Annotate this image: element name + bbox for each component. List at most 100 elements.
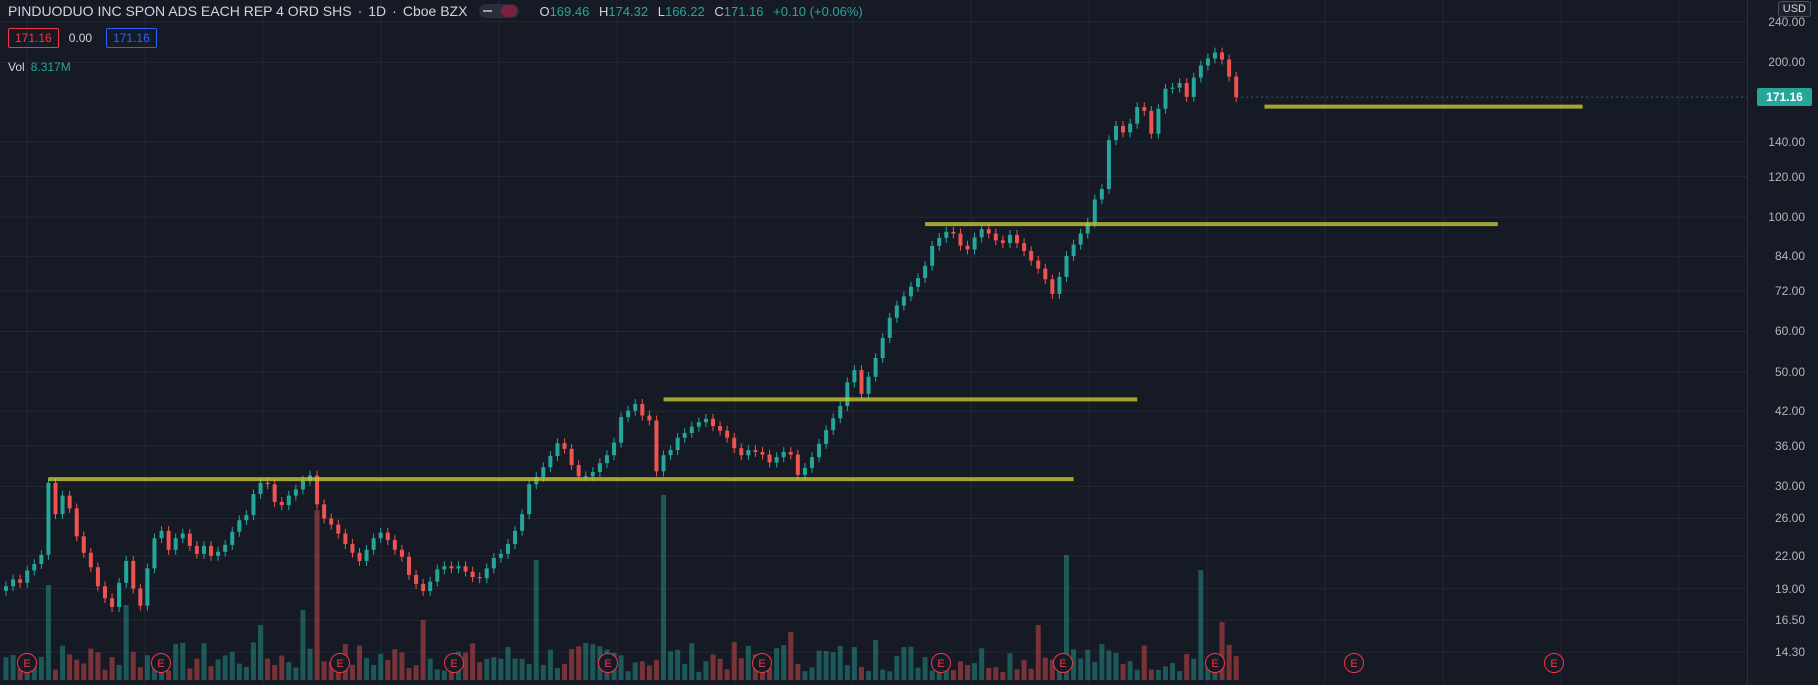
earnings-marker-icon[interactable]: E <box>931 653 951 673</box>
candle-body <box>788 452 793 455</box>
candle-body <box>583 476 588 478</box>
candle-body <box>1078 233 1083 245</box>
volume-bar <box>1233 656 1239 680</box>
candle-body <box>979 229 984 238</box>
candle-body <box>39 554 44 565</box>
earnings-marker-icon[interactable]: E <box>1344 653 1364 673</box>
candle-body <box>923 265 928 279</box>
candle-body <box>166 530 171 550</box>
volume-bar <box>378 653 384 680</box>
candle-body <box>718 426 723 431</box>
volume-bar <box>1014 669 1020 680</box>
volume-bar <box>427 658 433 680</box>
volume-bar <box>1219 622 1225 680</box>
currency-badge[interactable]: USD <box>1777 1 1811 17</box>
candle-body <box>887 317 892 338</box>
candle-body <box>46 482 51 555</box>
volume-bar <box>10 655 16 680</box>
candle-body <box>159 530 164 539</box>
earnings-marker-icon[interactable]: E <box>444 653 464 673</box>
candle-body <box>364 549 369 561</box>
volume-bar <box>668 651 674 680</box>
candle-body <box>1113 125 1118 141</box>
close-value: 171.16 <box>723 3 764 19</box>
candle-body <box>505 543 510 554</box>
earnings-marker-icon[interactable]: E <box>151 653 171 673</box>
candle-body <box>265 482 270 485</box>
volume-bar <box>180 642 186 680</box>
candle-body <box>590 472 595 477</box>
candle-body <box>753 450 758 453</box>
volume-bar <box>703 661 709 680</box>
volume-bar <box>194 658 200 680</box>
volume-bar <box>123 605 129 680</box>
earnings-marker-icon[interactable]: E <box>598 653 618 673</box>
candle-body <box>173 538 178 550</box>
buy-price-box[interactable]: 171.16 <box>106 28 157 48</box>
volume-bar <box>965 665 971 680</box>
spread-value: 0.00 <box>68 31 93 45</box>
volume-bar <box>1127 661 1133 680</box>
candle-body <box>930 245 935 266</box>
volume-bar <box>682 663 688 680</box>
candle-body <box>951 231 956 234</box>
volume-bar <box>512 658 518 680</box>
earnings-marker-icon[interactable]: E <box>1205 653 1225 673</box>
candle-body <box>513 530 518 544</box>
candle-body <box>350 543 355 553</box>
volume-bar <box>745 645 751 680</box>
earnings-marker-icon[interactable]: E <box>1544 653 1564 673</box>
candle-body <box>873 357 878 377</box>
header-separator: · <box>357 3 363 19</box>
candle-body <box>406 556 411 575</box>
volume-bar <box>533 560 539 680</box>
interval-label[interactable]: 1D <box>368 3 387 19</box>
y-tick-label: 240.00 <box>1768 14 1805 29</box>
volume-bar <box>1092 661 1098 680</box>
candle-body <box>831 418 836 431</box>
candle-body <box>1000 240 1005 244</box>
volume-bar <box>540 664 546 680</box>
volume-bar <box>307 648 313 680</box>
volume-bar <box>420 620 426 680</box>
sell-price-box[interactable]: 171.16 <box>8 28 59 48</box>
volume-bar <box>986 667 992 680</box>
candle-body <box>993 233 998 241</box>
candle-body <box>852 370 857 383</box>
candle-body <box>576 465 581 477</box>
volume-bar <box>1099 644 1105 680</box>
candle-body <box>449 566 454 569</box>
high-value: 174.32 <box>608 3 649 19</box>
earnings-marker-icon[interactable]: E <box>752 653 772 673</box>
candle-body <box>1106 140 1111 189</box>
candle-body <box>661 455 666 472</box>
earnings-marker-icon[interactable]: E <box>1053 653 1073 673</box>
volume-bar <box>639 661 645 680</box>
volume-bar <box>646 665 652 680</box>
price-axis[interactable]: USD 240.00 200.00 140.00 120.00 100.00 84.00 7… <box>1747 0 1818 685</box>
candle-body <box>682 433 687 438</box>
candle-body <box>781 452 786 458</box>
candle-body <box>477 577 482 579</box>
symbol-title[interactable]: PINDUODUO INC SPON ADS EACH REP 4 ORD SH… <box>8 3 352 19</box>
candle-body <box>1071 244 1076 257</box>
volume-bar <box>441 670 447 680</box>
volume-bar <box>908 646 914 680</box>
earnings-marker-icon[interactable]: E <box>330 653 350 673</box>
volume-bar <box>689 643 695 680</box>
low-value: 166.22 <box>664 3 705 19</box>
y-tick-label: 22.00 <box>1774 548 1805 563</box>
volume-bar <box>625 671 631 680</box>
volume-bar <box>208 666 214 680</box>
candle-body <box>4 586 8 591</box>
candle-body <box>1099 188 1104 200</box>
market-status-toggle[interactable] <box>479 4 520 18</box>
volume-legend: Vol 8.317M <box>8 60 71 74</box>
candle-body <box>484 568 489 579</box>
candle-body <box>1163 88 1168 109</box>
volume-bar <box>576 646 582 680</box>
candle-body <box>463 566 468 572</box>
volume-bar <box>675 649 681 680</box>
earnings-marker-icon[interactable]: E <box>17 653 37 673</box>
